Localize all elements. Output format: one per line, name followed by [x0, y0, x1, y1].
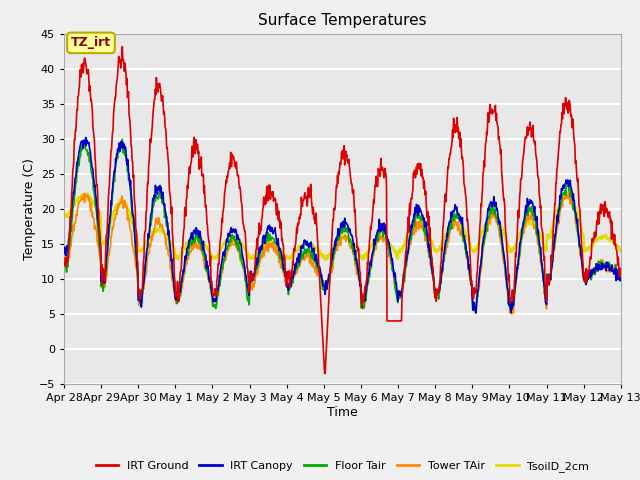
Text: TZ_irt: TZ_irt — [71, 36, 111, 49]
Y-axis label: Temperature (C): Temperature (C) — [23, 158, 36, 260]
Title: Surface Temperatures: Surface Temperatures — [258, 13, 427, 28]
X-axis label: Time: Time — [327, 406, 358, 419]
Legend: IRT Ground, IRT Canopy, Floor Tair, Tower TAir, TsoilD_2cm: IRT Ground, IRT Canopy, Floor Tair, Towe… — [91, 457, 594, 477]
